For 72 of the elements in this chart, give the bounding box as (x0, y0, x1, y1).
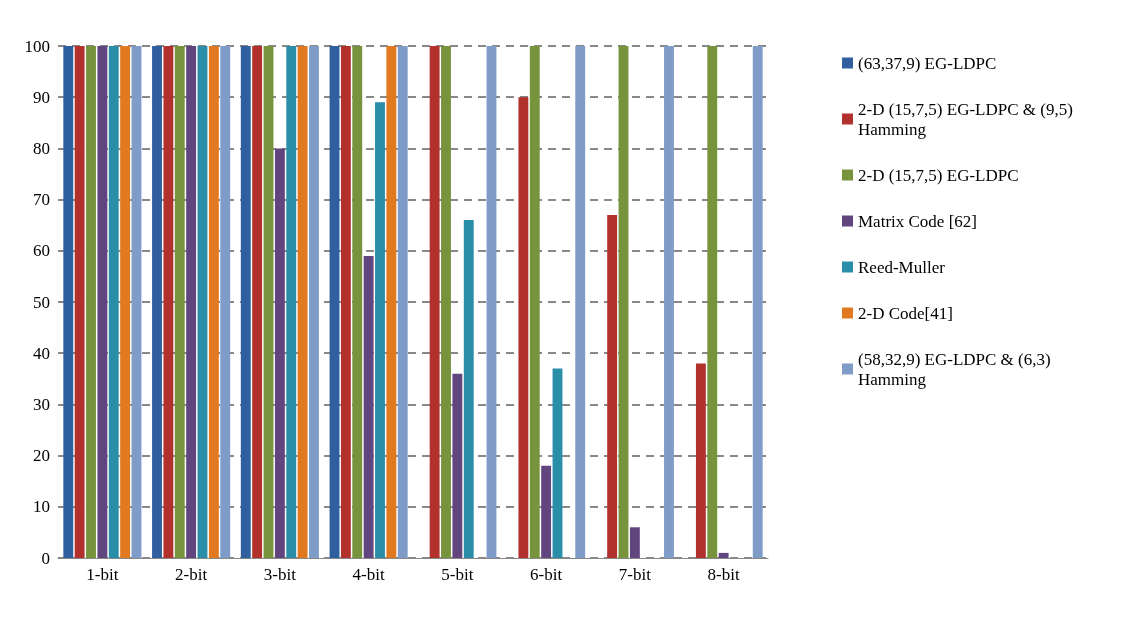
x-tick-label: 1-bit (86, 565, 119, 584)
bar (240, 46, 251, 558)
y-tick-label: 40 (33, 343, 50, 363)
bar (263, 46, 274, 558)
bar (463, 220, 474, 558)
x-tick-label: 7-bit (618, 565, 652, 584)
bar (86, 46, 96, 558)
bar (74, 46, 85, 558)
x-tick-label: 8-bit (707, 565, 740, 584)
legend-label: 2-D (15,7,5) EG-LDPC (858, 165, 1019, 185)
x-tick-label: 3-bit (263, 565, 297, 584)
bar (120, 46, 131, 558)
bar (664, 46, 674, 558)
bar (607, 214, 618, 558)
bar (486, 46, 497, 558)
x-tick-label: 6-bit (530, 565, 563, 584)
bar (352, 46, 363, 558)
bar (529, 46, 540, 558)
bar (274, 148, 285, 558)
bar (286, 46, 297, 558)
x-tick-label: 2-bit (175, 565, 208, 584)
legend-label: (63,37,9) EG-LDPC (858, 53, 997, 73)
y-tick-label: 50 (33, 292, 50, 312)
bar (340, 46, 351, 558)
bar (441, 46, 451, 558)
bar (108, 46, 119, 558)
y-tick-label: 0 (41, 548, 50, 568)
bar (397, 46, 408, 558)
y-tick-label: 60 (33, 241, 50, 261)
bar (386, 46, 397, 558)
bar (197, 46, 208, 558)
bar (174, 46, 185, 558)
y-tick-label: 10 (33, 497, 50, 517)
bar (297, 46, 308, 558)
bar (752, 46, 763, 558)
bar (541, 465, 552, 558)
bar (518, 97, 529, 558)
bar (629, 527, 640, 558)
legend-label: (58,32,9) EG-LDPC & (6,3) Hamming (858, 349, 1055, 389)
bar (186, 46, 197, 558)
y-tick-label: 30 (33, 394, 50, 414)
bar (97, 46, 108, 558)
bar (252, 46, 263, 558)
bar (695, 363, 706, 558)
bar (63, 46, 74, 558)
bar (429, 46, 440, 558)
bar (309, 46, 319, 558)
legend-label: 2-D (15,7,5) EG-LDPC & (9,5) Hamming (858, 99, 1078, 139)
y-tick-label: 90 (33, 87, 50, 107)
bar (220, 46, 231, 558)
legend-label: Reed-Muller (858, 257, 946, 277)
bar (575, 46, 586, 558)
bar (618, 46, 629, 558)
bar (718, 552, 729, 558)
bar (707, 46, 718, 558)
y-tick-label: 20 (33, 446, 50, 466)
bar (375, 102, 385, 558)
bar (552, 368, 563, 558)
x-tick-label: 5-bit (441, 565, 474, 584)
y-tick-label: 100 (24, 36, 50, 56)
legend-label: Matrix Code [62] (858, 211, 977, 231)
y-tick-label: 70 (33, 190, 50, 210)
bar (152, 46, 162, 558)
bar (163, 46, 174, 558)
bar (208, 46, 219, 558)
y-tick-label: 80 (33, 138, 50, 158)
legend-label: 2-D Code[41] (858, 303, 953, 323)
bar (363, 255, 374, 558)
x-tick-label: 4-bit (352, 565, 385, 584)
bar (452, 373, 463, 558)
bar (131, 46, 142, 558)
bar (329, 46, 340, 558)
